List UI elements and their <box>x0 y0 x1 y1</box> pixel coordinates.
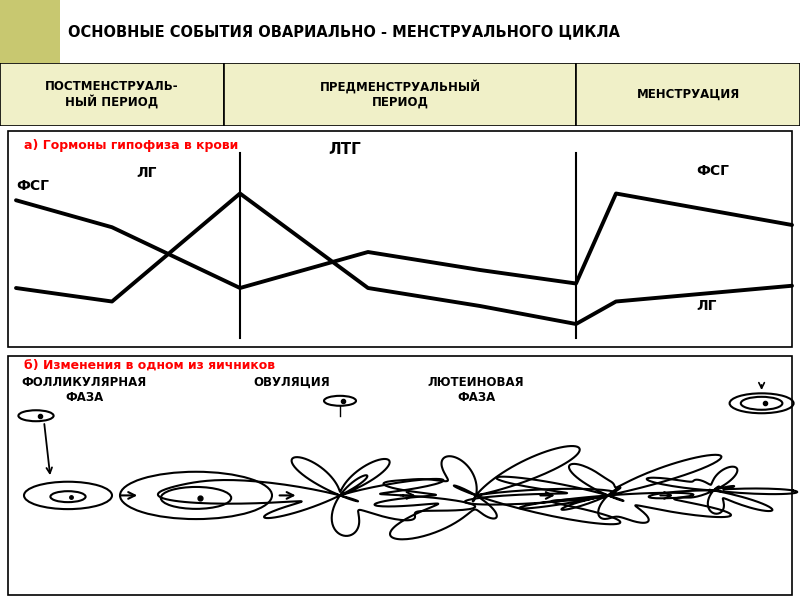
Bar <box>0 63 224 126</box>
Text: ПРЕДМЕНСТРУАЛЬНЫЙ
ПЕРИОД: ПРЕДМЕНСТРУАЛЬНЫЙ ПЕРИОД <box>319 80 481 109</box>
Text: ЛГ: ЛГ <box>136 166 157 180</box>
Text: б) Изменения в одном из яичников: б) Изменения в одном из яичников <box>24 358 275 371</box>
Text: ФСГ: ФСГ <box>16 179 49 193</box>
Text: ПОСТМЕНСТРУАЛЬ-
НЫЙ ПЕРИОД: ПОСТМЕНСТРУАЛЬ- НЫЙ ПЕРИОД <box>45 80 179 109</box>
Text: ЛГ: ЛГ <box>696 299 717 313</box>
Text: ОВУЛЯЦИЯ: ОВУЛЯЦИЯ <box>254 376 330 389</box>
Text: ЛЮТЕИНОВАЯ
ФАЗА: ЛЮТЕИНОВАЯ ФАЗА <box>428 376 524 404</box>
Text: ОСНОВНЫЕ СОБЫТИЯ ОВАРИАЛЬНО - МЕНСТРУАЛЬНОГО ЦИКЛА: ОСНОВНЫЕ СОБЫТИЯ ОВАРИАЛЬНО - МЕНСТРУАЛЬ… <box>68 24 620 39</box>
Bar <box>0 0 60 63</box>
Text: ФОЛЛИКУЛЯРНАЯ
ФАЗА: ФОЛЛИКУЛЯРНАЯ ФАЗА <box>22 376 146 404</box>
Bar <box>224 63 576 126</box>
Text: МЕНСТРУАЦИЯ: МЕНСТРУАЦИЯ <box>636 88 740 101</box>
Bar <box>576 63 800 126</box>
Text: ФСГ: ФСГ <box>696 164 729 178</box>
Text: ЛТГ: ЛТГ <box>328 142 361 157</box>
Text: а) Гормоны гипофиза в крови: а) Гормоны гипофиза в крови <box>24 139 238 152</box>
